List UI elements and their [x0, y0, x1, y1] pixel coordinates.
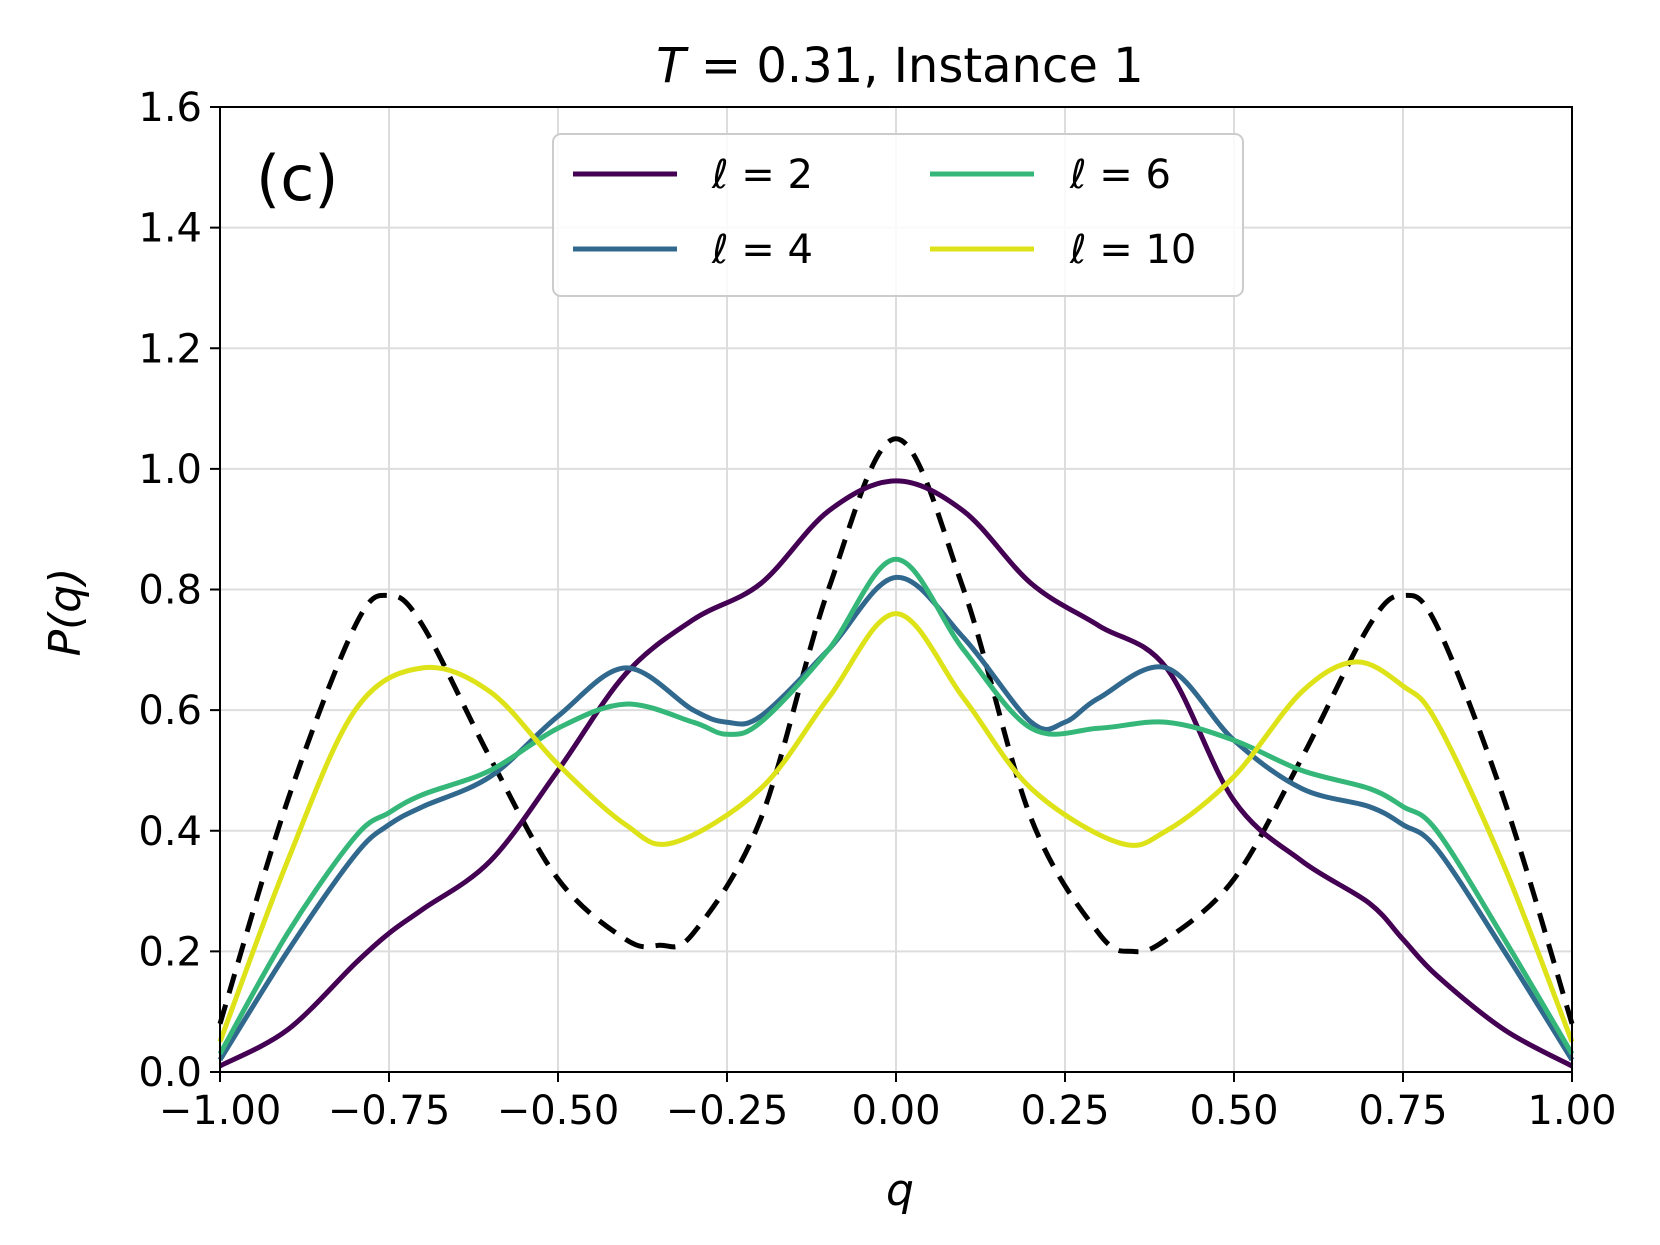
legend: ℓ = 2 ℓ = 4 ℓ = 6 ℓ = 10 — [552, 133, 1244, 297]
x-tick-label: 1.00 — [1527, 1088, 1616, 1134]
series-line-reference-dashed — [217, 436, 1575, 1025]
x-tick-label: −0.75 — [328, 1088, 451, 1134]
y-tick-label: 0.0 — [138, 1050, 202, 1096]
series-group — [217, 436, 1575, 1069]
y-tick-label: 0.6 — [138, 688, 202, 734]
x-tick-label: −0.50 — [497, 1088, 620, 1134]
series-line-2 — [218, 478, 1574, 1069]
y-tick-label: 1.2 — [138, 326, 202, 372]
x-tick-label: 0.00 — [851, 1088, 940, 1134]
y-tick-label: 0.2 — [138, 929, 202, 975]
y-tick-label: 1.4 — [138, 206, 202, 252]
y-axis-label: P(q) — [40, 568, 91, 657]
legend-label-l10: ℓ = 10 — [1069, 227, 1196, 273]
series-line-6 — [217, 556, 1575, 1056]
chart-title: T = 0.31, Instance 1 — [656, 38, 1143, 94]
legend-box — [552, 133, 1244, 297]
x-tick-label: −1.00 — [159, 1088, 282, 1134]
chart-title-rest: = 0.31, Instance 1 — [686, 38, 1144, 94]
x-tick-label: 0.50 — [1189, 1088, 1278, 1134]
series-line-10 — [217, 611, 1575, 1043]
x-tick-label: −0.25 — [666, 1088, 789, 1134]
y-tick-label: 0.8 — [138, 568, 202, 614]
panel-label: (c) — [256, 142, 338, 215]
legend-label-l6: ℓ = 6 — [1069, 152, 1171, 198]
x-tick-label: 0.25 — [1020, 1088, 1109, 1134]
legend-label-l4: ℓ = 4 — [711, 227, 813, 273]
y-tick-label: 0.4 — [138, 809, 202, 855]
x-axis-label: q — [886, 1165, 914, 1216]
ticks: −1.00 −0.75 −0.50 −0.25 0.00 0.25 0.50 0.75 1.00… — [138, 85, 1616, 1134]
y-tick-label: 1.6 — [138, 85, 202, 131]
legend-label-l2: ℓ = 2 — [711, 152, 813, 198]
x-tick-label: 0.75 — [1358, 1088, 1447, 1134]
series-line-4 — [217, 574, 1575, 1062]
y-tick-label: 1.0 — [138, 447, 202, 493]
